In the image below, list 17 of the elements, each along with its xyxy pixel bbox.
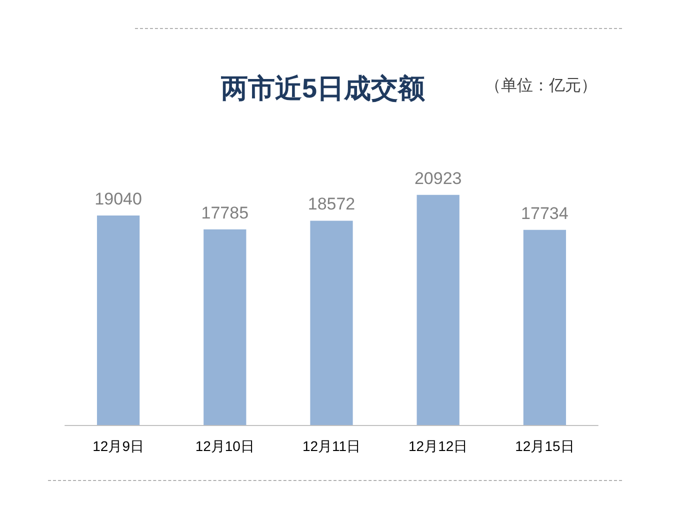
chart-title: 两市近5日成交额 (220, 74, 426, 104)
bar (523, 230, 566, 425)
chart-subtitle: （单位：亿元） (485, 76, 597, 94)
x-tick-label: 12月9日 (92, 438, 144, 454)
x-tick-label: 12月12日 (408, 438, 468, 454)
data-label: 20923 (414, 168, 462, 188)
x-tick-label: 12月10日 (195, 438, 254, 454)
data-label: 18572 (308, 194, 356, 214)
bar (310, 220, 353, 425)
data-label: 17734 (521, 204, 568, 223)
x-tick-label: 12月15日 (515, 438, 574, 454)
bar (416, 194, 460, 425)
data-label: 17785 (201, 203, 249, 222)
data-label: 19040 (94, 190, 142, 209)
bar (96, 216, 140, 425)
bar (204, 229, 246, 425)
x-tick-label: 12月11日 (302, 438, 361, 454)
